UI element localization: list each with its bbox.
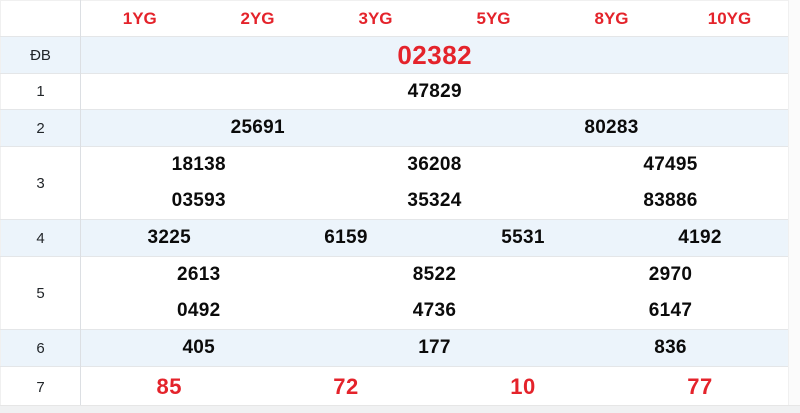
row-label-1: 1 [0,73,81,110]
prize-row-3: 3 18138 03593 36208 35324 47495 83886 [0,146,789,220]
prize-number: 02382 [397,39,473,70]
vertical-scrollbar-track[interactable] [788,0,800,405]
row-label-6: 6 [0,329,81,367]
prize-number: 72 [333,374,359,399]
prize-number: 2613 [177,264,221,285]
prize-number: 3225 [147,227,191,248]
prize-row-6: 6 405 177 836 [0,329,789,367]
prize-cell: 2613 0492 [81,257,317,330]
prize-cell: 72 [258,367,435,408]
prize-cell: 177 [317,330,553,367]
prize-row-7: 7 85 72 10 77 [0,366,789,408]
prize-cell: 36208 35324 [317,147,553,220]
prize-cell: 8522 4736 [317,257,553,330]
prize-row-4: 4 3225 6159 5531 4192 [0,219,789,257]
prize-cell: 4192 [612,220,789,257]
prize-number: 18138 [171,154,226,175]
prize-cell: 836 [553,330,789,367]
prize-row-2: 2 25691 80283 [0,109,789,147]
header-cell-8yg: 8YG [594,8,629,28]
prize-cell: 6159 [258,220,435,257]
prize-number: 35324 [407,190,462,211]
prize-number: 85 [156,374,182,399]
row-label-3: 3 [0,146,81,220]
prize-table: 1YG 2YG 3YG 5YG 8YG 10YG ĐB 02382 1 4782… [0,0,789,408]
prize-cell: 80283 [435,110,789,147]
header-cell-5yg: 5YG [476,8,511,28]
prize-number: 10 [510,374,536,399]
prize-row-1: 1 47829 [0,73,789,110]
prize-cell: 18138 03593 [81,147,317,220]
prize-cell: 02382 [81,37,789,74]
prize-number: 25691 [230,117,285,138]
prize-number: 47495 [643,154,698,175]
header-cell-1yg: 1YG [122,8,157,28]
prize-cell: 2970 6147 [553,257,789,330]
corner-cell [0,0,81,37]
header-cell-2yg: 2YG [240,8,275,28]
prize-number: 6159 [324,227,368,248]
prize-number: 4192 [678,227,722,248]
prize-number: 36208 [407,154,462,175]
row-label-special: ĐB [0,36,81,74]
prize-row-special: ĐB 02382 [0,36,789,74]
row-label-7: 7 [0,366,81,408]
prize-number: 03593 [171,190,226,211]
header-row: 1YG 2YG 3YG 5YG 8YG 10YG [0,0,789,37]
prize-cell: 85 [81,367,258,408]
prize-number: 405 [182,337,216,358]
prize-cell: 10 [435,367,612,408]
prize-cell: 47495 83886 [553,147,789,220]
row-label-4: 4 [0,219,81,257]
prize-number: 77 [687,374,713,399]
prize-number: 5531 [501,227,545,248]
prize-number: 47829 [407,80,462,102]
prize-number: 0492 [177,300,221,321]
row-label-2: 2 [0,109,81,147]
prize-number: 80283 [584,117,639,138]
prize-cell: 77 [612,367,789,408]
prize-row-5: 5 2613 0492 8522 4736 2970 6147 [0,256,789,330]
prize-cell: 47829 [81,74,789,110]
header-cell-3yg: 3YG [358,8,393,28]
prize-number: 83886 [643,190,698,211]
horizontal-scrollbar-track[interactable] [0,405,800,413]
header-cell-10yg: 10YG [707,8,752,28]
prize-number: 836 [654,337,687,358]
prize-number: 177 [418,337,451,358]
prize-cell: 25691 [81,110,435,147]
prize-cell: 3225 [81,220,258,257]
row-label-5: 5 [0,256,81,330]
prize-number: 4736 [412,300,457,321]
prize-cell: 405 [81,330,317,367]
prize-number: 2970 [648,264,693,285]
prize-number: 8522 [412,264,457,285]
prize-number: 6147 [648,300,693,321]
prize-cell: 5531 [435,220,612,257]
